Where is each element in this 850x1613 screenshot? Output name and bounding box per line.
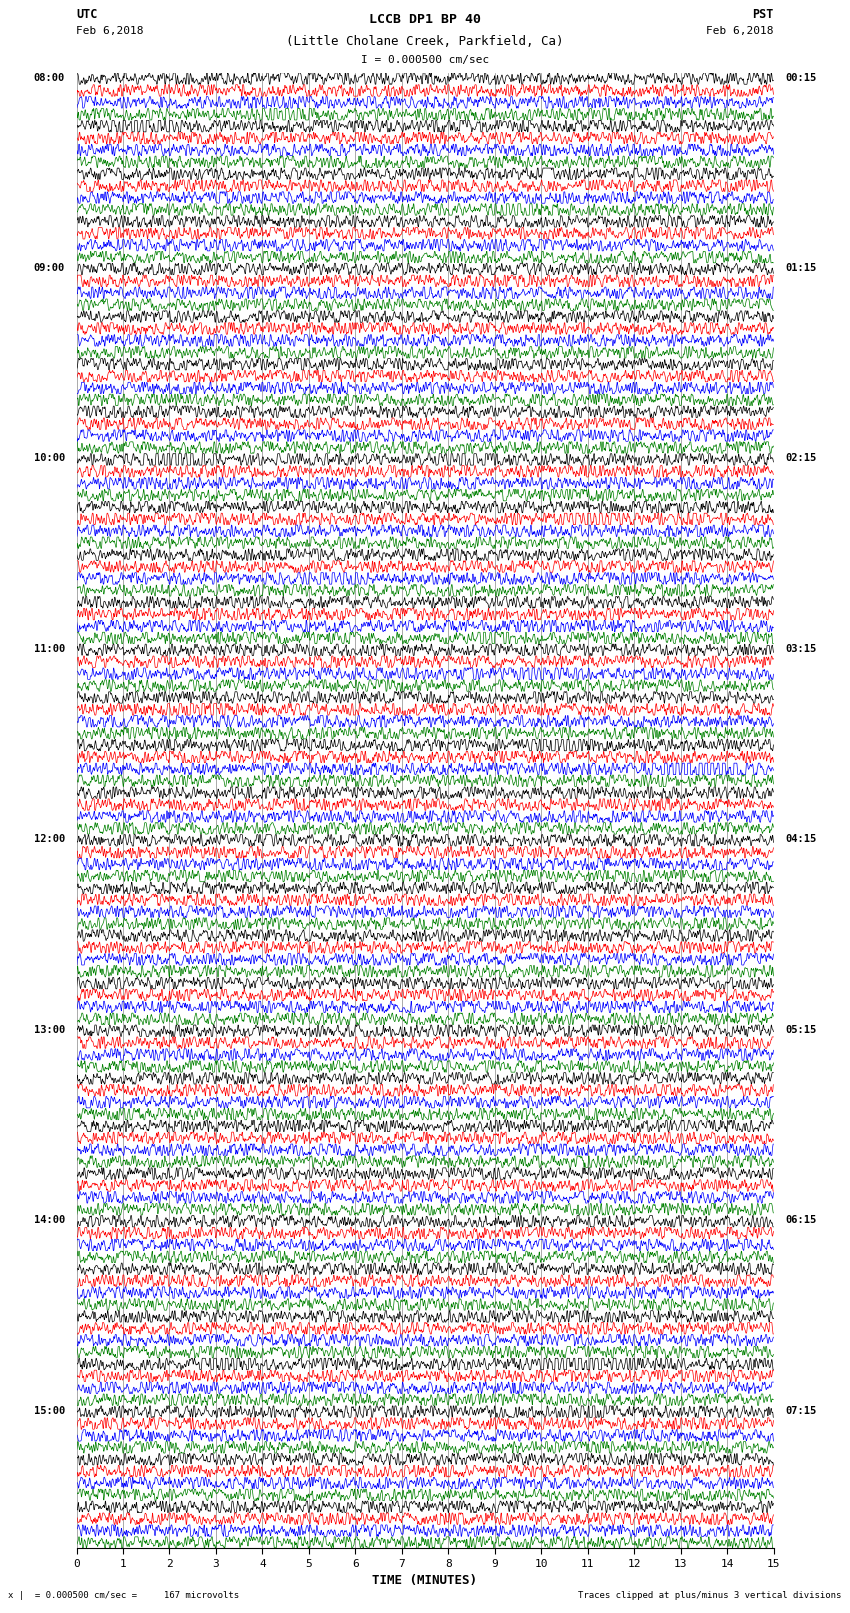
Text: UTC: UTC bbox=[76, 8, 98, 21]
Text: 02:15: 02:15 bbox=[785, 453, 816, 463]
Text: 00:15: 00:15 bbox=[785, 73, 816, 82]
Text: 10:00: 10:00 bbox=[34, 453, 65, 463]
Text: x |  = 0.000500 cm/sec =     167 microvolts: x | = 0.000500 cm/sec = 167 microvolts bbox=[8, 1590, 240, 1600]
Text: Feb 6,2018: Feb 6,2018 bbox=[76, 26, 144, 35]
Text: 05:15: 05:15 bbox=[785, 1024, 816, 1036]
Text: Feb 6,2018: Feb 6,2018 bbox=[706, 26, 774, 35]
Text: 08:00: 08:00 bbox=[34, 73, 65, 82]
Text: 11:00: 11:00 bbox=[34, 644, 65, 653]
Text: 01:15: 01:15 bbox=[785, 263, 816, 273]
Text: 12:00: 12:00 bbox=[34, 834, 65, 844]
Text: 06:15: 06:15 bbox=[785, 1215, 816, 1226]
Text: PST: PST bbox=[752, 8, 774, 21]
Text: 03:15: 03:15 bbox=[785, 644, 816, 653]
Text: 15:00: 15:00 bbox=[34, 1405, 65, 1416]
Text: I = 0.000500 cm/sec: I = 0.000500 cm/sec bbox=[361, 55, 489, 65]
Text: 07:15: 07:15 bbox=[785, 1405, 816, 1416]
Text: 09:00: 09:00 bbox=[34, 263, 65, 273]
Text: 13:00: 13:00 bbox=[34, 1024, 65, 1036]
Text: 04:15: 04:15 bbox=[785, 834, 816, 844]
Text: (Little Cholane Creek, Parkfield, Ca): (Little Cholane Creek, Parkfield, Ca) bbox=[286, 35, 564, 48]
X-axis label: TIME (MINUTES): TIME (MINUTES) bbox=[372, 1574, 478, 1587]
Text: LCCB DP1 BP 40: LCCB DP1 BP 40 bbox=[369, 13, 481, 26]
Text: Traces clipped at plus/minus 3 vertical divisions: Traces clipped at plus/minus 3 vertical … bbox=[578, 1590, 842, 1600]
Text: 14:00: 14:00 bbox=[34, 1215, 65, 1226]
